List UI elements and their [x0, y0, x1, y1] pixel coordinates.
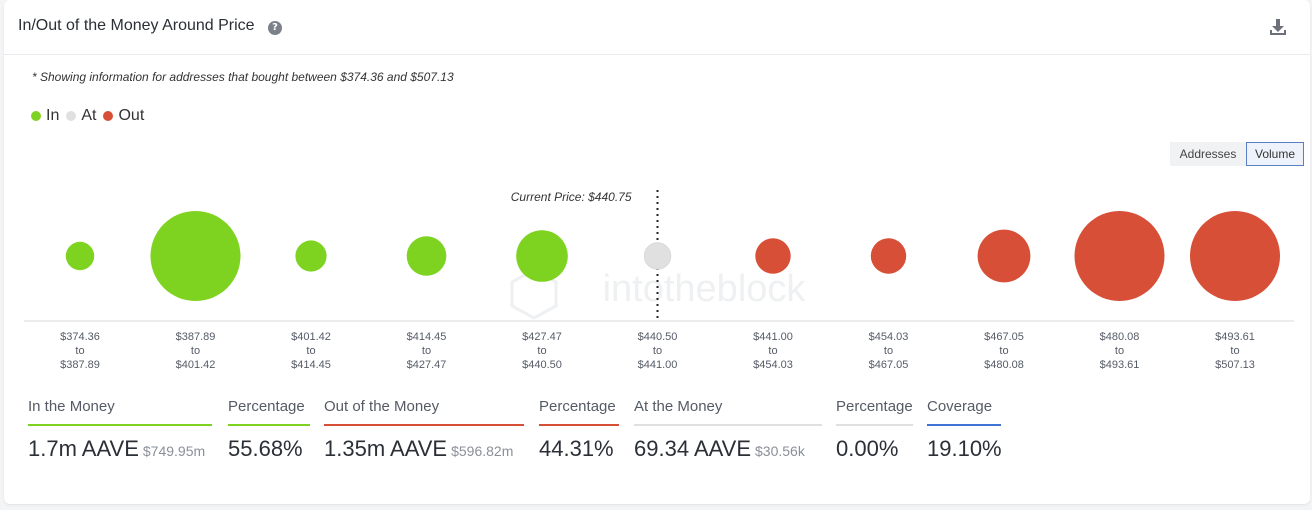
tick-label-3-1: to [422, 345, 431, 357]
card-title: In/Out of the Money Around Price [18, 17, 255, 34]
bubble-in-3[interactable] [406, 236, 447, 276]
stat-value-main: 0.00% [836, 436, 899, 461]
legend-item-at[interactable]: At [66, 107, 96, 125]
tick-label-5-2: $441.00 [638, 359, 678, 371]
tick-label-6-1: to [768, 345, 777, 357]
tick-label-4-0: $427.47 [522, 331, 562, 343]
tick-label-10-1: to [1230, 345, 1239, 357]
stat-label: Percentage [228, 398, 310, 426]
bubble-in-1[interactable] [150, 211, 241, 301]
stat-label: At the Money [634, 398, 822, 426]
range-note: * Showing information for addresses that… [32, 70, 454, 84]
tick-label-0-0: $374.36 [60, 331, 100, 343]
chart-legend: In At Out [31, 107, 151, 125]
tick-label-4-1: to [537, 345, 546, 357]
stat-label: Percentage [539, 398, 619, 426]
bubble-out-7[interactable] [870, 238, 907, 274]
bubble-in-4[interactable] [516, 230, 568, 282]
stat-value-usd: $30.56k [755, 443, 805, 459]
stat-1: Percentage 55.68% [228, 398, 310, 462]
tick-label-1-2: $401.42 [176, 359, 216, 371]
legend-label-out: Out [118, 107, 145, 124]
stat-2: Out of the Money 1.35m AAVE $596.82m [324, 398, 524, 462]
tick-label-9-0: $480.08 [1100, 331, 1140, 343]
tick-label-0-2: $387.89 [60, 359, 100, 371]
legend-item-in[interactable]: In [31, 107, 59, 125]
stat-value: 0.00% [836, 436, 913, 462]
addresses-toggle-button[interactable]: Addresses [1170, 142, 1246, 166]
help-icon[interactable]: ? [268, 21, 282, 35]
stat-3: Percentage 44.31% [539, 398, 619, 462]
bubble-out-9[interactable] [1074, 211, 1165, 301]
stat-value: 44.31% [539, 436, 619, 462]
stat-value: 1.7m AAVE $749.95m [28, 436, 212, 462]
tick-label-9-1: to [1115, 345, 1124, 357]
tick-label-2-0: $401.42 [291, 331, 331, 343]
legend-label-in: In [46, 107, 60, 124]
legend-dot-in [31, 111, 41, 121]
tick-label-3-0: $414.45 [407, 331, 447, 343]
stat-value-main: 1.35m AAVE [324, 436, 448, 461]
stat-label: Coverage [927, 398, 1001, 426]
stat-value: 1.35m AAVE $596.82m [324, 436, 524, 462]
tick-label-3-2: $427.47 [407, 359, 447, 371]
stat-value-usd: $749.95m [142, 443, 206, 459]
stat-value: 19.10% [927, 436, 1002, 462]
stat-value-main: 44.31% [539, 436, 614, 461]
legend-item-out[interactable]: Out [103, 107, 144, 125]
legend-dot-out [103, 111, 114, 121]
tick-label-6-2: $454.03 [753, 359, 793, 371]
bubble-in-0[interactable] [65, 241, 95, 271]
stat-5: Percentage 0.00% [836, 398, 913, 462]
bubble-out-8[interactable] [977, 229, 1031, 283]
stat-0: In the Money 1.7m AAVE $749.95m [28, 398, 212, 462]
tick-label-7-0: $454.03 [869, 331, 909, 343]
stat-value-main: 19.10% [927, 436, 1002, 461]
tick-label-5-1: to [653, 345, 662, 357]
bubble-out-10[interactable] [1190, 211, 1280, 301]
tick-label-1-0: $387.89 [176, 331, 216, 343]
stat-value: 69.34 AAVE $30.56k [634, 436, 822, 462]
stat-4: At the Money 69.34 AAVE $30.56k [634, 398, 822, 462]
legend-label-at: At [81, 107, 97, 124]
card-header: In/Out of the Money Around Price ? [4, 0, 1310, 55]
watermark-logo-icon [510, 268, 558, 320]
tick-label-2-1: to [306, 345, 315, 357]
tick-label-7-1: to [884, 345, 893, 357]
volume-toggle-button[interactable]: Volume [1246, 142, 1304, 166]
stat-value-main: 69.34 AAVE [634, 436, 752, 461]
watermark-text: intotheblock [603, 268, 807, 310]
stat-label: In the Money [28, 398, 212, 426]
stat-value: 55.68% [228, 436, 310, 462]
current-price-label: Current Price: $440.75 [511, 190, 632, 204]
bubble-out-6[interactable] [755, 238, 791, 274]
download-icon[interactable] [1268, 17, 1288, 37]
tick-label-5-0: $440.50 [638, 331, 678, 343]
stat-value-usd: $596.82m [451, 443, 514, 459]
stat-6: Coverage 19.10% [927, 398, 1002, 462]
tick-label-7-2: $467.05 [869, 359, 909, 371]
tick-label-2-2: $414.45 [291, 359, 331, 371]
tick-label-0-1: to [75, 345, 84, 357]
tick-label-10-2: $507.13 [1215, 359, 1255, 371]
bubble-at-5[interactable] [643, 242, 672, 270]
tick-label-10-0: $493.61 [1215, 331, 1255, 343]
tick-label-8-2: $480.08 [984, 359, 1024, 371]
tick-label-8-1: to [999, 345, 1008, 357]
bubble-in-2[interactable] [295, 240, 327, 272]
stat-value-main: 1.7m AAVE [28, 436, 139, 461]
stat-label: Percentage [836, 398, 913, 426]
stat-value-main: 55.68% [228, 436, 303, 461]
bubble-chart: intotheblock Current Price: $440.75 $374.3… [24, 190, 1294, 371]
stat-label: Out of the Money [324, 398, 524, 426]
tick-label-9-2: $493.61 [1100, 359, 1140, 371]
tick-label-8-0: $467.05 [984, 331, 1024, 343]
tick-label-1-1: to [191, 345, 200, 357]
tick-label-4-2: $440.50 [522, 359, 562, 371]
tick-label-6-0: $441.00 [753, 331, 793, 343]
legend-dot-at [66, 111, 77, 121]
in-out-money-card: In/Out of the Money Around Price ? * Sho… [4, 0, 1310, 504]
